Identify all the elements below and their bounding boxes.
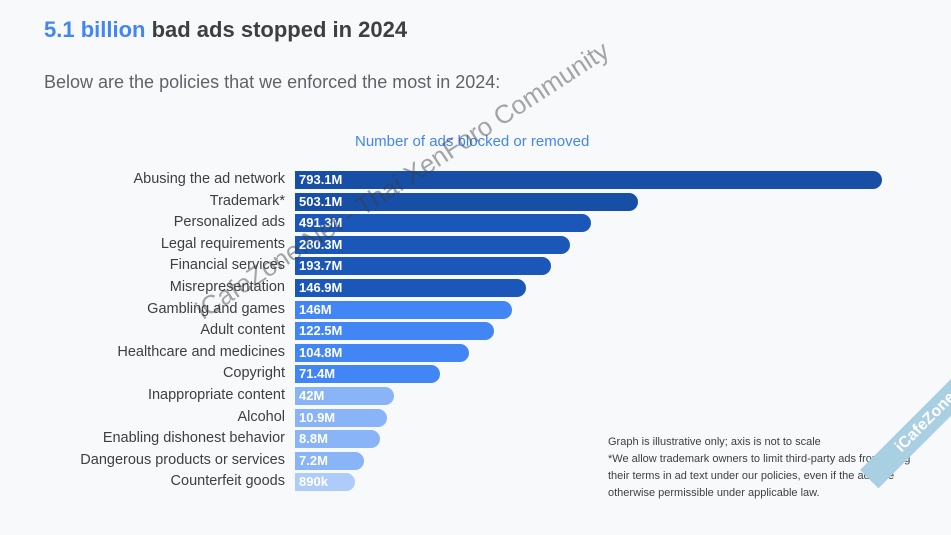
data-label: 10.9M bbox=[299, 409, 336, 425]
data-label: 193.7M bbox=[299, 258, 343, 274]
bar: 503.1M bbox=[295, 192, 638, 211]
bar: 7.2M bbox=[295, 451, 364, 470]
category-label: Financial services bbox=[169, 257, 285, 274]
data-label: 793.1M bbox=[299, 172, 343, 187]
data-label: 146M bbox=[299, 301, 332, 317]
data-label: 104.8M bbox=[299, 344, 343, 360]
category-label: Alcohol bbox=[237, 408, 285, 425]
category-label: Dangerous products or services bbox=[80, 451, 285, 468]
category-label: Copyright bbox=[222, 365, 285, 382]
bar: 280.3M bbox=[295, 235, 570, 254]
category-label: Abusing the ad network bbox=[133, 171, 285, 187]
bar: 193.7M bbox=[295, 257, 551, 276]
data-label: 503.1M bbox=[299, 193, 343, 209]
bar: 890k bbox=[295, 473, 355, 492]
category-label: Adult content bbox=[200, 322, 285, 339]
category-label: Gambling and games bbox=[147, 300, 285, 317]
category-label: Legal requirements bbox=[160, 235, 285, 252]
bar: 104.8M bbox=[295, 343, 469, 362]
title-rest: bad ads stopped in 2024 bbox=[145, 17, 408, 42]
page-title: 5.1 billion bad ads stopped in 2024 bbox=[44, 17, 407, 43]
data-label: 71.4M bbox=[299, 366, 336, 382]
data-label: 42M bbox=[299, 388, 325, 403]
trademark-footnote: *We allow trademark owners to limit thir… bbox=[608, 453, 911, 499]
bar: 71.4M bbox=[295, 365, 440, 384]
data-label: 146.9M bbox=[299, 280, 343, 295]
data-label: 7.2M bbox=[299, 452, 328, 468]
category-label: Trademark* bbox=[209, 192, 285, 209]
data-label: 280.3M bbox=[299, 236, 343, 252]
category-label: Inappropriate content bbox=[147, 387, 285, 403]
title-highlight: 5.1 billion bbox=[44, 17, 146, 42]
bar: 122.5M bbox=[295, 322, 494, 341]
data-label: 8.8M bbox=[299, 431, 328, 447]
scale-note: Graph is illustrative only; axis is not … bbox=[608, 436, 821, 448]
category-label: Misrepresentation bbox=[169, 279, 285, 295]
axis-label: Number of ads blocked or removed bbox=[355, 133, 590, 150]
bar: 793.1M bbox=[295, 171, 882, 189]
notes: Graph is illustrative only; axis is not … bbox=[608, 434, 918, 502]
bar: 146.9M bbox=[295, 279, 526, 297]
bar: 10.9M bbox=[295, 408, 387, 427]
subtitle: Below are the policies that we enforced … bbox=[44, 72, 501, 92]
bar: 8.8M bbox=[295, 430, 380, 449]
bar: 42M bbox=[295, 387, 394, 405]
category-label: Enabling dishonest behavior bbox=[102, 430, 285, 447]
bar: 146M bbox=[295, 300, 512, 319]
category-label: Healthcare and medicines bbox=[117, 343, 285, 360]
bar: 491.3M bbox=[295, 214, 591, 233]
data-label: 491.3M bbox=[299, 215, 343, 231]
data-label: 890k bbox=[299, 474, 328, 490]
data-label: 122.5M bbox=[299, 323, 343, 339]
category-label: Counterfeit goods bbox=[170, 473, 285, 490]
category-label: Personalized ads bbox=[173, 214, 285, 231]
